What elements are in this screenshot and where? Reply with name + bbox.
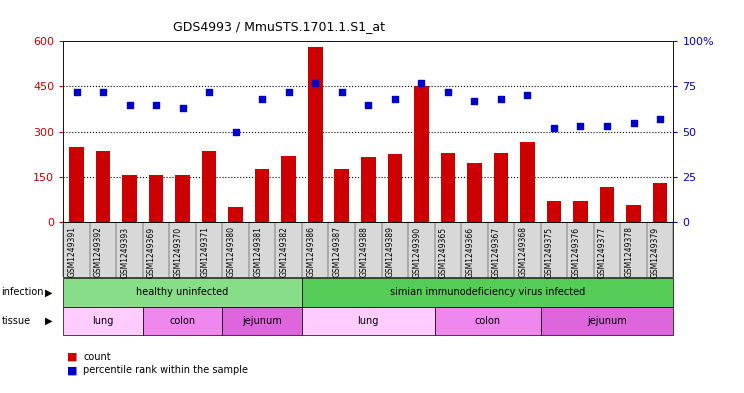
Bar [176, 175, 190, 222]
Text: count: count [83, 352, 111, 362]
Text: GSM1249381: GSM1249381 [253, 226, 262, 277]
Bar [228, 207, 243, 222]
Text: lung: lung [358, 316, 379, 326]
Point [389, 96, 401, 102]
Bar [308, 47, 323, 222]
Bar [149, 175, 164, 222]
Text: ▶: ▶ [45, 316, 52, 326]
Text: GSM1249388: GSM1249388 [359, 226, 368, 277]
Text: tissue: tissue [1, 316, 31, 326]
Text: GSM1249375: GSM1249375 [545, 226, 554, 277]
Text: GSM1249366: GSM1249366 [466, 226, 475, 277]
Text: colon: colon [170, 316, 196, 326]
Bar [547, 201, 561, 222]
Bar [467, 163, 481, 222]
Bar [520, 142, 535, 222]
Point [469, 98, 481, 104]
Text: GSM1249369: GSM1249369 [147, 226, 156, 277]
Text: simian immunodeficiency virus infected: simian immunodeficiency virus infected [390, 287, 586, 298]
Text: healthy uninfected: healthy uninfected [136, 287, 228, 298]
Bar [281, 156, 296, 222]
Text: GSM1249371: GSM1249371 [200, 226, 209, 277]
Point [548, 125, 560, 131]
Text: GSM1249370: GSM1249370 [173, 226, 182, 277]
Point [230, 129, 242, 135]
Bar [361, 157, 376, 222]
Text: ▶: ▶ [45, 287, 52, 298]
Text: percentile rank within the sample: percentile rank within the sample [83, 365, 248, 375]
Text: GSM1249382: GSM1249382 [280, 226, 289, 277]
Bar [652, 183, 667, 222]
Point [71, 89, 83, 95]
Text: GSM1249389: GSM1249389 [386, 226, 395, 277]
Text: GSM1249378: GSM1249378 [624, 226, 634, 277]
Text: GDS4993 / MmuSTS.1701.1.S1_at: GDS4993 / MmuSTS.1701.1.S1_at [173, 20, 385, 33]
Bar [122, 175, 137, 222]
Bar [69, 147, 84, 222]
Bar [493, 153, 508, 222]
Bar [626, 206, 641, 222]
Point [628, 119, 640, 126]
Point [97, 89, 109, 95]
Text: colon: colon [475, 316, 501, 326]
Text: GSM1249387: GSM1249387 [333, 226, 341, 277]
Text: GSM1249379: GSM1249379 [651, 226, 660, 277]
Text: ■: ■ [67, 352, 77, 362]
Point [601, 123, 613, 129]
Point [310, 80, 321, 86]
Bar [600, 187, 615, 222]
Text: GSM1249377: GSM1249377 [598, 226, 607, 277]
Text: GSM1249391: GSM1249391 [68, 226, 77, 277]
Text: GSM1249392: GSM1249392 [94, 226, 103, 277]
Point [336, 89, 347, 95]
Bar [202, 151, 217, 222]
Bar [573, 201, 588, 222]
Text: GSM1249393: GSM1249393 [121, 226, 129, 277]
Text: jejunum: jejunum [243, 316, 282, 326]
Point [654, 116, 666, 122]
Point [522, 92, 533, 99]
Text: infection: infection [1, 287, 44, 298]
Bar [440, 153, 455, 222]
Point [256, 96, 268, 102]
Text: GSM1249365: GSM1249365 [439, 226, 448, 277]
Point [574, 123, 586, 129]
Point [203, 89, 215, 95]
Bar [335, 169, 349, 222]
Text: GSM1249376: GSM1249376 [571, 226, 580, 277]
Point [150, 101, 162, 108]
Point [495, 96, 507, 102]
Bar [414, 86, 429, 222]
Bar [96, 151, 110, 222]
Point [283, 89, 295, 95]
Text: GSM1249367: GSM1249367 [492, 226, 501, 277]
Bar [388, 154, 402, 222]
Text: GSM1249390: GSM1249390 [412, 226, 421, 277]
Point [176, 105, 188, 111]
Text: GSM1249368: GSM1249368 [519, 226, 527, 277]
Bar [255, 169, 269, 222]
Point [124, 101, 135, 108]
Text: lung: lung [92, 316, 114, 326]
Point [442, 89, 454, 95]
Text: jejunum: jejunum [587, 316, 627, 326]
Point [415, 80, 427, 86]
Text: ■: ■ [67, 365, 77, 375]
Point [362, 101, 374, 108]
Text: GSM1249386: GSM1249386 [307, 226, 315, 277]
Text: GSM1249380: GSM1249380 [227, 226, 236, 277]
